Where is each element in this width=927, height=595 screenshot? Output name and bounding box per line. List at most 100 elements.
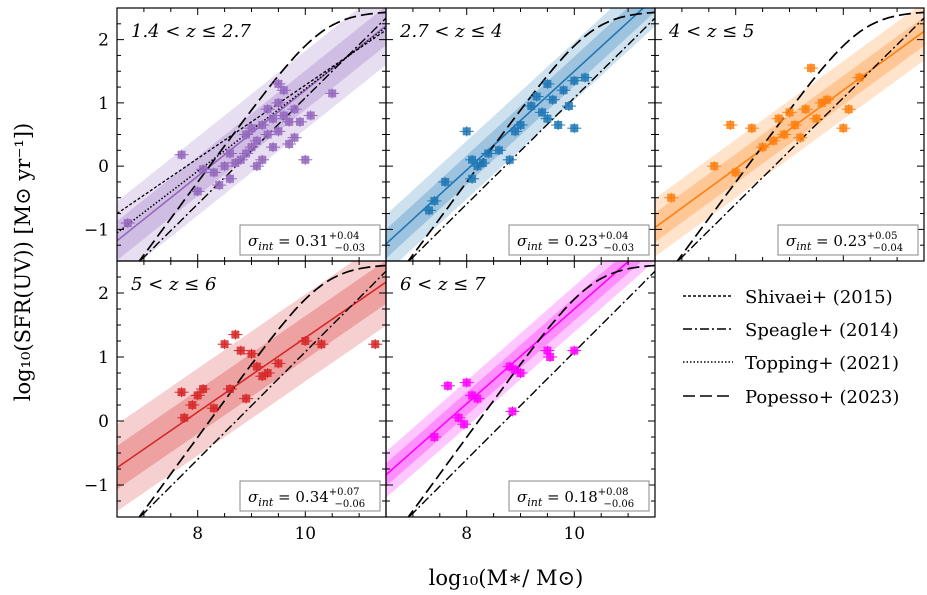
popesso-curve bbox=[138, 264, 386, 517]
data-point bbox=[274, 359, 283, 368]
data-point bbox=[209, 404, 218, 413]
data-point bbox=[505, 362, 514, 371]
x-tick-label: 10 bbox=[294, 524, 316, 544]
data-point bbox=[328, 89, 337, 98]
data-point bbox=[371, 340, 380, 349]
data-point bbox=[263, 130, 272, 139]
sigma-up: +0.07 bbox=[329, 487, 360, 498]
data-point bbox=[252, 362, 261, 371]
data-point bbox=[274, 79, 283, 88]
speagle-curve bbox=[408, 270, 655, 517]
data-point bbox=[564, 102, 573, 111]
panel-5: 8 10 6 < z ≤ 7 σint = 0.18+0.08 −0.06 bbox=[385, 260, 656, 544]
data-point bbox=[242, 149, 251, 158]
y-tick-label: −1 bbox=[84, 476, 109, 496]
fit-line bbox=[655, 30, 924, 229]
data-point bbox=[430, 433, 439, 441]
sigma-label: σint = 0.18+0.08 −0.06 bbox=[517, 487, 634, 510]
panel-title: 5 < z ≤ 6 bbox=[131, 274, 216, 295]
data-point bbox=[290, 105, 299, 114]
sigma-box bbox=[239, 224, 381, 256]
data-point bbox=[508, 407, 517, 416]
data-point bbox=[855, 73, 864, 82]
data-point bbox=[844, 105, 853, 114]
data-point bbox=[758, 143, 767, 152]
data-point bbox=[516, 121, 525, 130]
sigma-sub: int bbox=[258, 240, 274, 253]
x-axis-title: log₁₀(M∗/ M⊙) bbox=[429, 566, 584, 590]
data-point bbox=[285, 139, 294, 148]
data-point bbox=[247, 143, 256, 152]
data-point bbox=[823, 95, 832, 104]
sigma-up: +0.04 bbox=[598, 231, 629, 242]
sigma-value: = 0.31 bbox=[273, 232, 329, 250]
data-point bbox=[220, 162, 229, 171]
y-tick-label: 1 bbox=[98, 348, 109, 368]
data-point bbox=[478, 158, 487, 167]
data-point bbox=[225, 149, 234, 158]
data-point bbox=[258, 121, 267, 130]
data-point bbox=[231, 158, 240, 167]
data-point bbox=[780, 130, 789, 139]
sigma-main: σ bbox=[786, 232, 797, 250]
data-point bbox=[263, 105, 272, 114]
legend-label-shivaei: Shivaei+ (2015) bbox=[745, 287, 893, 308]
data-point bbox=[790, 121, 799, 130]
plot-area bbox=[655, 8, 924, 261]
data-point bbox=[279, 86, 288, 95]
data-point bbox=[225, 385, 234, 393]
fit-line bbox=[117, 25, 386, 242]
data-point bbox=[199, 385, 208, 393]
data-point bbox=[484, 149, 493, 158]
sigma-sub: int bbox=[796, 240, 812, 253]
panel-1: −1 0 1 2 1.4 < z ≤ 2.7 σint = 0.31+0.04 −0.03 bbox=[84, 7, 387, 262]
panel-frame bbox=[385, 260, 656, 518]
data-point bbox=[295, 117, 304, 126]
data-point bbox=[252, 162, 261, 171]
sigma-down: −0.06 bbox=[334, 499, 365, 510]
data-point bbox=[812, 114, 821, 123]
sigma-value: = 0.23 bbox=[542, 232, 598, 250]
sigma-main: σ bbox=[517, 232, 528, 250]
sigma-main: σ bbox=[517, 488, 528, 506]
legend: Shivaei+ (2015) Speagle+ (2014) Topping+… bbox=[683, 287, 899, 408]
y-tick-label: 0 bbox=[98, 412, 109, 432]
data-point bbox=[306, 111, 315, 120]
y-tick-label: 0 bbox=[98, 157, 109, 177]
data-point bbox=[252, 136, 261, 145]
data-point bbox=[505, 155, 514, 164]
panel-2: 2.7 < z ≤ 4 σint = 0.23+0.04 −0.03 bbox=[385, 7, 656, 262]
data-point bbox=[473, 394, 482, 403]
shivaei-curve bbox=[117, 29, 386, 215]
data-point bbox=[731, 168, 740, 177]
data-point bbox=[247, 349, 256, 358]
popesso-curve bbox=[138, 11, 386, 261]
data-point bbox=[473, 162, 482, 171]
data-point bbox=[193, 391, 202, 400]
data-point bbox=[801, 105, 810, 114]
data-point bbox=[570, 346, 579, 355]
data-point bbox=[454, 413, 463, 422]
speagle-curve bbox=[408, 17, 655, 261]
popesso-curve bbox=[407, 11, 655, 261]
data-point bbox=[269, 114, 278, 123]
data-point bbox=[269, 143, 278, 152]
plot-area bbox=[386, 261, 655, 517]
data-point bbox=[443, 381, 452, 390]
panel-title: 6 < z ≤ 7 bbox=[400, 274, 486, 295]
scatter-band-inner bbox=[386, 8, 655, 259]
data-point bbox=[301, 155, 310, 164]
sigma-value: = 0.23 bbox=[811, 232, 867, 250]
data-point bbox=[462, 378, 471, 387]
data-point bbox=[516, 369, 525, 377]
data-point bbox=[774, 114, 783, 123]
popesso-curve bbox=[407, 264, 655, 517]
legend-label-speagle: Speagle+ (2014) bbox=[745, 320, 899, 341]
data-point bbox=[236, 346, 245, 355]
data-point bbox=[548, 95, 557, 104]
sigma-label: σint = 0.34+0.07 −0.06 bbox=[248, 487, 365, 510]
data-point bbox=[796, 133, 805, 142]
y-tick-label: 2 bbox=[98, 284, 109, 304]
data-point bbox=[301, 337, 310, 345]
